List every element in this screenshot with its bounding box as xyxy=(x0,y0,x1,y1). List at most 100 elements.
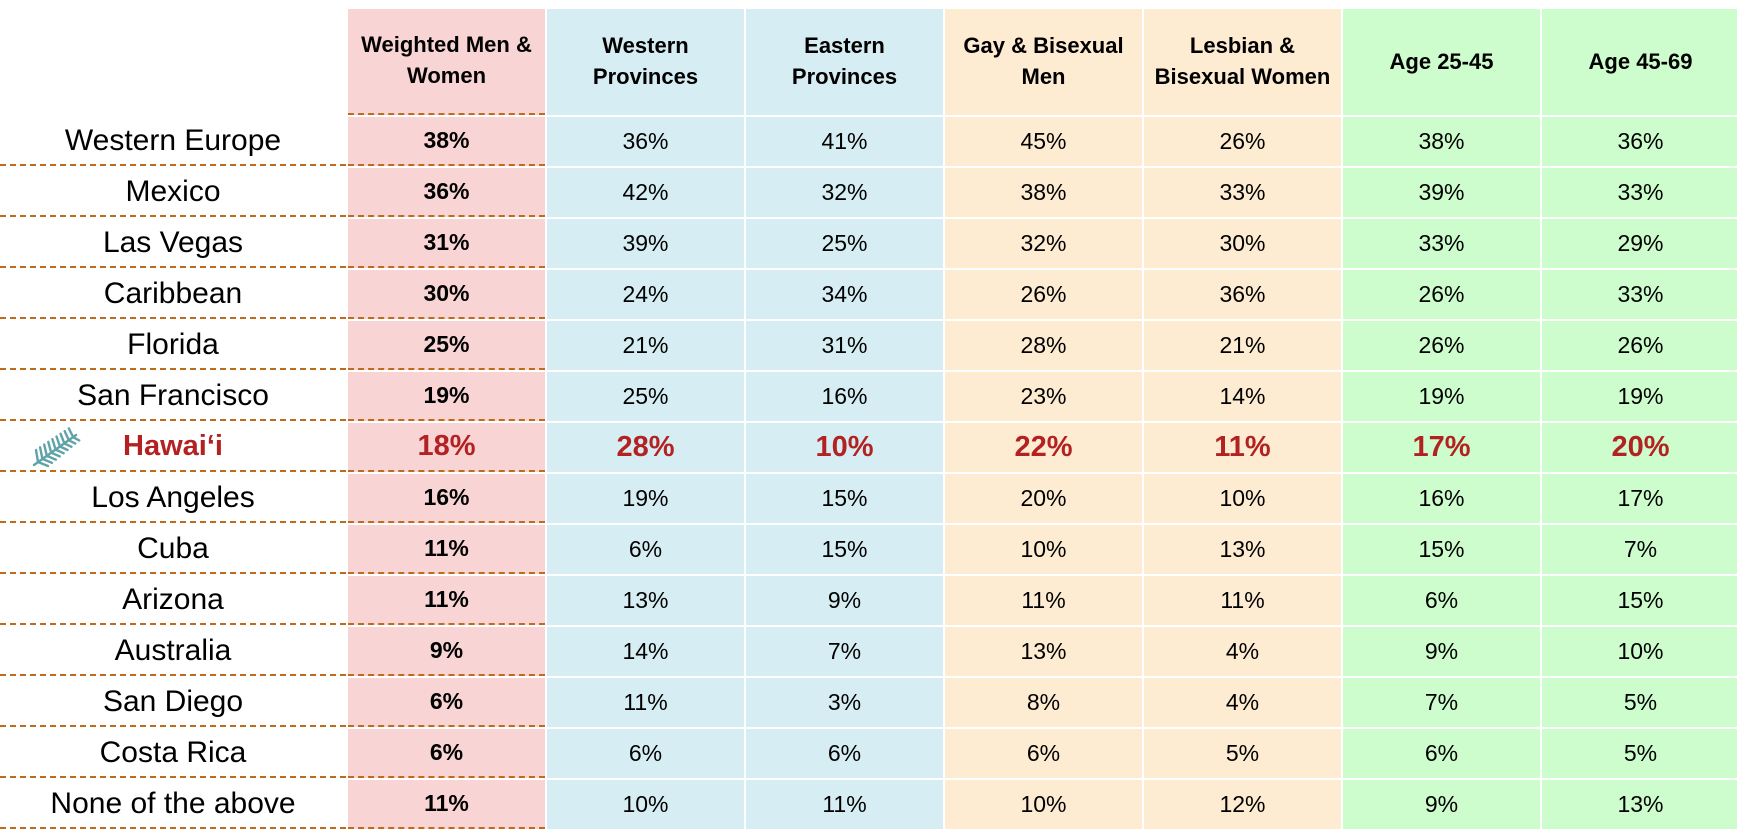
value-cell: 17% xyxy=(1542,474,1737,523)
column-header: Lesbian & Bisexual Women xyxy=(1144,9,1341,115)
value-cell: 9% xyxy=(348,627,545,676)
row-label: None of the above xyxy=(0,780,346,829)
value-cell: 38% xyxy=(348,117,545,166)
value-cell: 9% xyxy=(746,576,943,625)
value-cell: 9% xyxy=(1343,627,1540,676)
row-label: Western Europe xyxy=(0,117,346,166)
value-cell: 13% xyxy=(1144,525,1341,574)
value-cell: 11% xyxy=(348,525,545,574)
value-cell: 16% xyxy=(1343,474,1540,523)
value-cell: 30% xyxy=(1144,219,1341,268)
value-cell: 15% xyxy=(746,474,943,523)
value-cell: 36% xyxy=(348,168,545,217)
value-cell: 39% xyxy=(547,219,744,268)
value-cell: 39% xyxy=(1343,168,1540,217)
value-cell: 45% xyxy=(945,117,1142,166)
value-cell: 16% xyxy=(348,474,545,523)
value-cell: 7% xyxy=(1343,678,1540,727)
value-cell: 41% xyxy=(746,117,943,166)
value-cell: 36% xyxy=(1542,117,1737,166)
value-cell: 11% xyxy=(746,780,943,829)
value-cell: 31% xyxy=(746,321,943,370)
value-cell: 22% xyxy=(945,423,1142,472)
value-cell: 26% xyxy=(1144,117,1341,166)
value-cell: 17% xyxy=(1343,423,1540,472)
value-cell: 3% xyxy=(746,678,943,727)
value-cell: 6% xyxy=(547,729,744,778)
value-cell: 25% xyxy=(746,219,943,268)
value-cell: 33% xyxy=(1542,270,1737,319)
value-cell: 26% xyxy=(1343,321,1540,370)
value-cell: 4% xyxy=(1144,678,1341,727)
value-cell: 6% xyxy=(348,678,545,727)
row-label: Mexico xyxy=(0,168,346,217)
value-cell: 28% xyxy=(945,321,1142,370)
value-cell: 20% xyxy=(1542,423,1737,472)
value-cell: 33% xyxy=(1542,168,1737,217)
value-cell: 6% xyxy=(1343,729,1540,778)
value-cell: 11% xyxy=(945,576,1142,625)
value-cell: 6% xyxy=(1343,576,1540,625)
value-cell: 11% xyxy=(1144,423,1341,472)
column-header: Age 25-45 xyxy=(1343,9,1540,115)
value-cell: 10% xyxy=(1542,627,1737,676)
value-cell: 16% xyxy=(746,372,943,421)
value-cell: 5% xyxy=(1542,729,1737,778)
value-cell: 25% xyxy=(547,372,744,421)
value-cell: 13% xyxy=(945,627,1142,676)
value-cell: 15% xyxy=(1542,576,1737,625)
column-header: Gay & Bisexual Men xyxy=(945,9,1142,115)
column-header: Eastern Provinces xyxy=(746,9,943,115)
value-cell: 21% xyxy=(1144,321,1341,370)
value-cell: 10% xyxy=(1144,474,1341,523)
fern-icon xyxy=(28,427,84,469)
value-cell: 14% xyxy=(547,627,744,676)
value-cell: 15% xyxy=(1343,525,1540,574)
value-cell: 4% xyxy=(1144,627,1341,676)
value-cell: 26% xyxy=(945,270,1142,319)
value-cell: 10% xyxy=(945,780,1142,829)
value-cell: 26% xyxy=(1343,270,1540,319)
value-cell: 15% xyxy=(746,525,943,574)
value-cell: 14% xyxy=(1144,372,1341,421)
value-cell: 8% xyxy=(945,678,1142,727)
fern-shape xyxy=(34,428,79,466)
value-cell: 33% xyxy=(1144,168,1341,217)
column-header: Age 45-69 xyxy=(1542,9,1737,115)
value-cell: 11% xyxy=(547,678,744,727)
value-cell: 29% xyxy=(1542,219,1737,268)
value-cell: 11% xyxy=(348,576,545,625)
value-cell: 36% xyxy=(547,117,744,166)
value-cell: 10% xyxy=(746,423,943,472)
row-label: Australia xyxy=(0,627,346,676)
row-label: Costa Rica xyxy=(0,729,346,778)
value-cell: 31% xyxy=(348,219,545,268)
value-cell: 32% xyxy=(746,168,943,217)
value-cell: 5% xyxy=(1542,678,1737,727)
row-label: Hawai‘i xyxy=(0,423,346,472)
value-cell: 9% xyxy=(1343,780,1540,829)
value-cell: 24% xyxy=(547,270,744,319)
row-label: Arizona xyxy=(0,576,346,625)
value-cell: 6% xyxy=(348,729,545,778)
value-cell: 28% xyxy=(547,423,744,472)
value-cell: 11% xyxy=(348,780,545,829)
value-cell: 13% xyxy=(547,576,744,625)
value-cell: 12% xyxy=(1144,780,1341,829)
value-cell: 6% xyxy=(746,729,943,778)
value-cell: 32% xyxy=(945,219,1142,268)
value-cell: 19% xyxy=(1343,372,1540,421)
value-cell: 30% xyxy=(348,270,545,319)
value-cell: 18% xyxy=(348,423,545,472)
value-cell: 6% xyxy=(945,729,1142,778)
value-cell: 36% xyxy=(1144,270,1341,319)
value-cell: 33% xyxy=(1343,219,1540,268)
row-label: Florida xyxy=(0,321,346,370)
column-header: Weighted Men & Women xyxy=(348,9,545,115)
value-cell: 19% xyxy=(1542,372,1737,421)
value-cell: 38% xyxy=(945,168,1142,217)
value-cell: 23% xyxy=(945,372,1142,421)
row-label: Los Angeles xyxy=(0,474,346,523)
value-cell: 10% xyxy=(945,525,1142,574)
